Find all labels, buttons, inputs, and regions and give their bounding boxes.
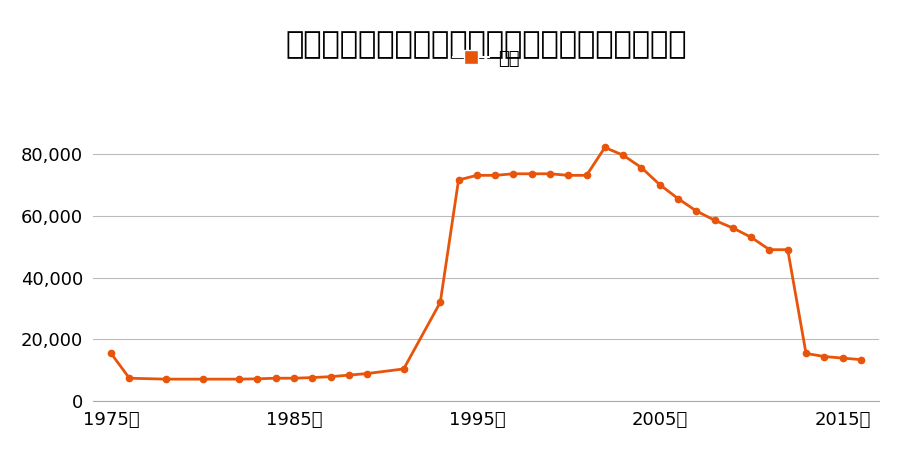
Title: 山口県防府市大字高井字川尻８８７番の地価推移: 山口県防府市大字高井字川尻８８７番の地価推移 (285, 30, 687, 59)
価格 (252, 376, 263, 382)
価格 (746, 234, 757, 240)
価格 (399, 366, 410, 372)
価格 (105, 351, 116, 356)
価格 (124, 375, 135, 381)
価格 (197, 377, 208, 382)
価格 (709, 217, 720, 223)
価格 (856, 357, 867, 362)
価格 (819, 354, 830, 359)
価格 (490, 173, 500, 178)
価格 (526, 171, 537, 176)
価格 (454, 177, 464, 183)
価格 (307, 375, 318, 380)
価格 (617, 153, 628, 158)
価格 (672, 196, 683, 201)
価格 (234, 377, 245, 382)
価格 (325, 374, 336, 379)
Line: 価格: 価格 (108, 144, 864, 382)
Legend: 価格: 価格 (446, 42, 526, 75)
価格 (691, 208, 702, 214)
価格 (508, 171, 518, 176)
価格 (837, 356, 848, 361)
価格 (289, 375, 300, 381)
価格 (160, 377, 171, 382)
価格 (472, 173, 482, 178)
価格 (344, 373, 355, 378)
価格 (270, 375, 281, 381)
価格 (435, 300, 446, 305)
価格 (654, 182, 665, 187)
価格 (599, 145, 610, 150)
価格 (544, 171, 555, 176)
価格 (562, 173, 573, 178)
価格 (727, 225, 738, 231)
価格 (362, 371, 373, 376)
価格 (782, 247, 793, 252)
価格 (801, 351, 812, 356)
価格 (764, 247, 775, 252)
価格 (636, 165, 647, 170)
価格 (581, 173, 592, 178)
